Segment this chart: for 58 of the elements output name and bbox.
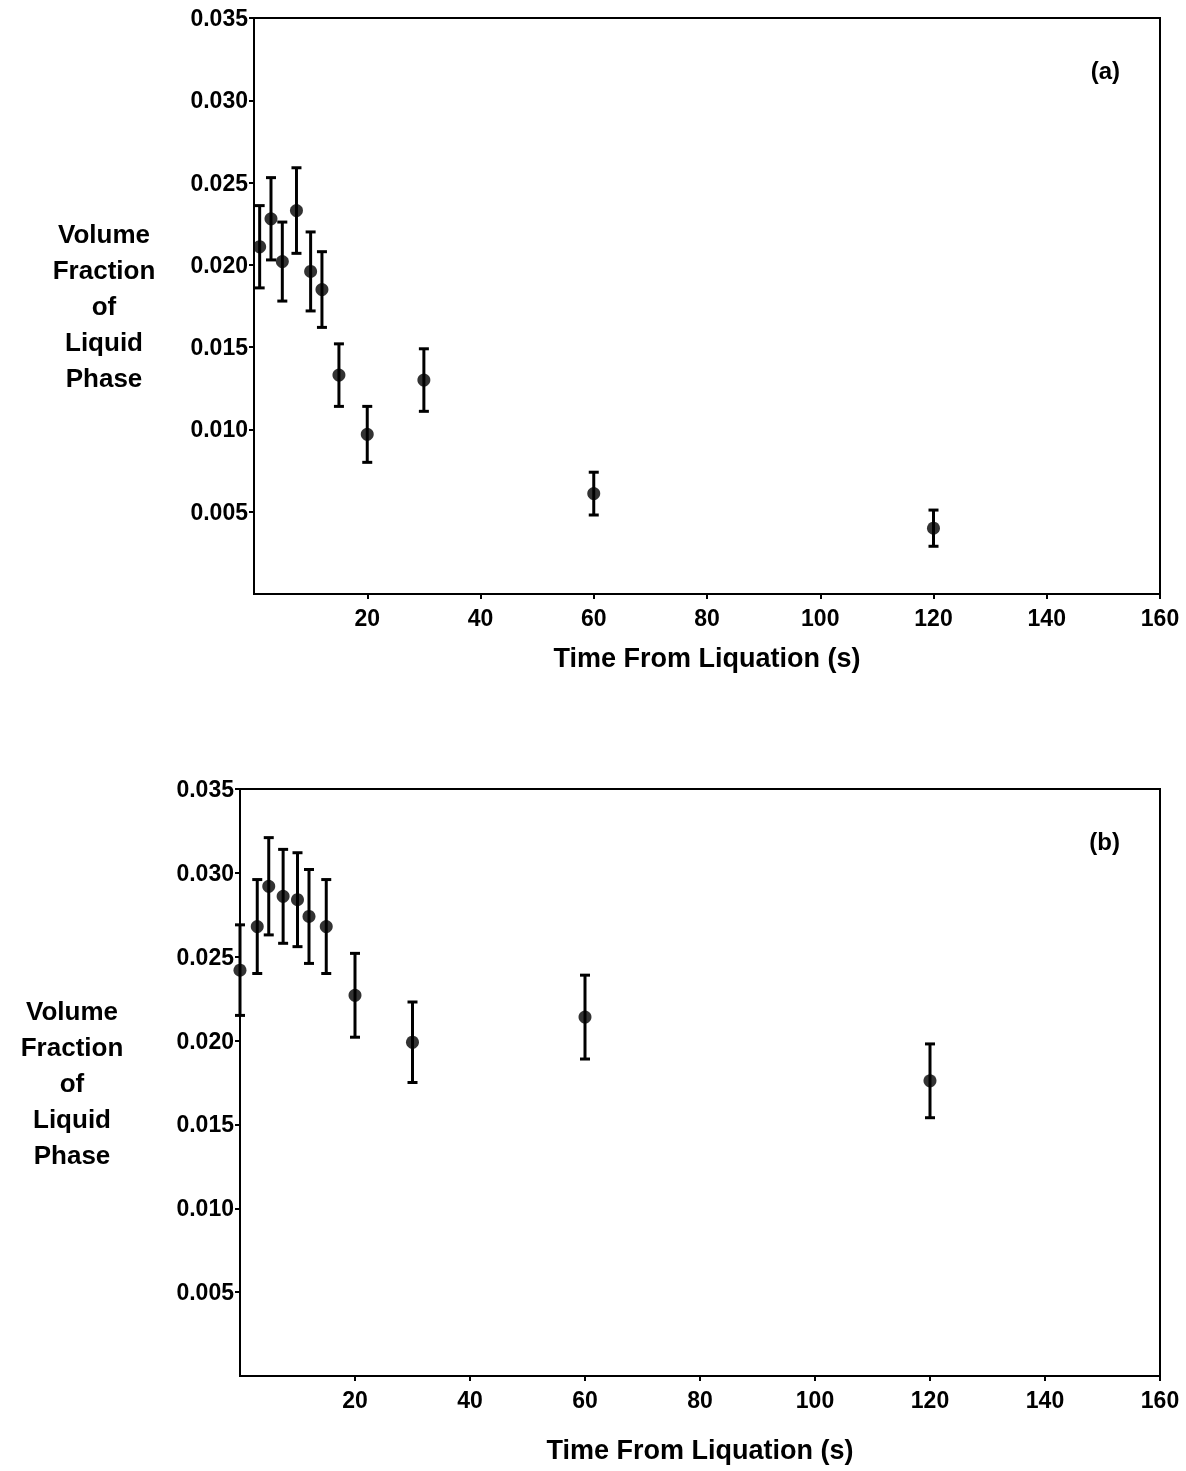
y-tick-label: 0.035: [190, 5, 249, 31]
annotation: (b): [1089, 827, 1121, 855]
point: [927, 521, 940, 535]
y-tick-label: 0.025: [190, 169, 249, 196]
x-tick-label: 120: [910, 1386, 950, 1413]
point: [417, 373, 431, 387]
y-tick-label: 0.020: [190, 251, 248, 278]
y-tick-label: 0.005: [176, 1279, 235, 1306]
y-tick-label: 0.030: [190, 87, 248, 114]
x-tick-label: 100: [795, 1386, 835, 1413]
y-tick-label: 0.025: [176, 943, 235, 970]
y-axis-title: Volume Fraction of Liquid Phase: [52, 219, 156, 393]
x-tick-label: 100: [801, 604, 840, 631]
point: [315, 283, 329, 297]
point: [406, 1035, 419, 1049]
point: [262, 879, 276, 893]
x-tick-label: 140: [1027, 604, 1066, 631]
y-tick-label: 0.020: [176, 1027, 234, 1054]
point: [587, 487, 601, 501]
point: [360, 427, 374, 441]
point: [289, 204, 303, 218]
y-tick-label: 0.005: [190, 498, 249, 525]
x-tick-label: 40: [467, 604, 494, 631]
x-tick-label: 40: [457, 1386, 483, 1413]
point: [264, 212, 278, 226]
x-tick-label: 140: [1025, 1386, 1065, 1413]
x-tick-label: 120: [914, 604, 953, 631]
y-tick-label: 0.010: [190, 416, 248, 443]
point: [319, 920, 333, 934]
x-tick-label: 80: [687, 1386, 713, 1413]
x-tick-label: 80: [694, 604, 720, 631]
point: [276, 889, 290, 903]
y-tick-label: 0.015: [176, 1111, 235, 1138]
x-tick-label: 20: [342, 1386, 368, 1413]
y-axis-title: Volume Fraction of Liquid Phase: [20, 995, 124, 1170]
y-tick-label: 0.035: [176, 776, 235, 802]
annotation: (a): [1090, 56, 1121, 84]
point: [250, 920, 264, 934]
x-axis-title: Time From Liquation (s): [546, 1434, 854, 1465]
x-tick-label: 160: [1140, 1386, 1180, 1413]
y-tick-label: 0.015: [190, 334, 249, 361]
x-tick-label: 60: [580, 604, 607, 631]
point: [291, 893, 304, 907]
x-tick-label: 60: [572, 1386, 598, 1413]
x-tick-label: 20: [354, 604, 381, 631]
point: [302, 909, 316, 923]
x-tick-label: 160: [1140, 604, 1180, 631]
y-tick-label: 0.030: [176, 859, 234, 886]
point: [275, 255, 289, 269]
point: [923, 1074, 937, 1088]
point: [332, 368, 346, 382]
x-axis-title: Time From Liquation (s): [553, 642, 861, 673]
point: [304, 264, 318, 278]
point: [233, 963, 247, 977]
point: [253, 240, 267, 254]
point: [348, 988, 362, 1002]
y-tick-label: 0.010: [176, 1195, 234, 1222]
point: [578, 1010, 592, 1024]
